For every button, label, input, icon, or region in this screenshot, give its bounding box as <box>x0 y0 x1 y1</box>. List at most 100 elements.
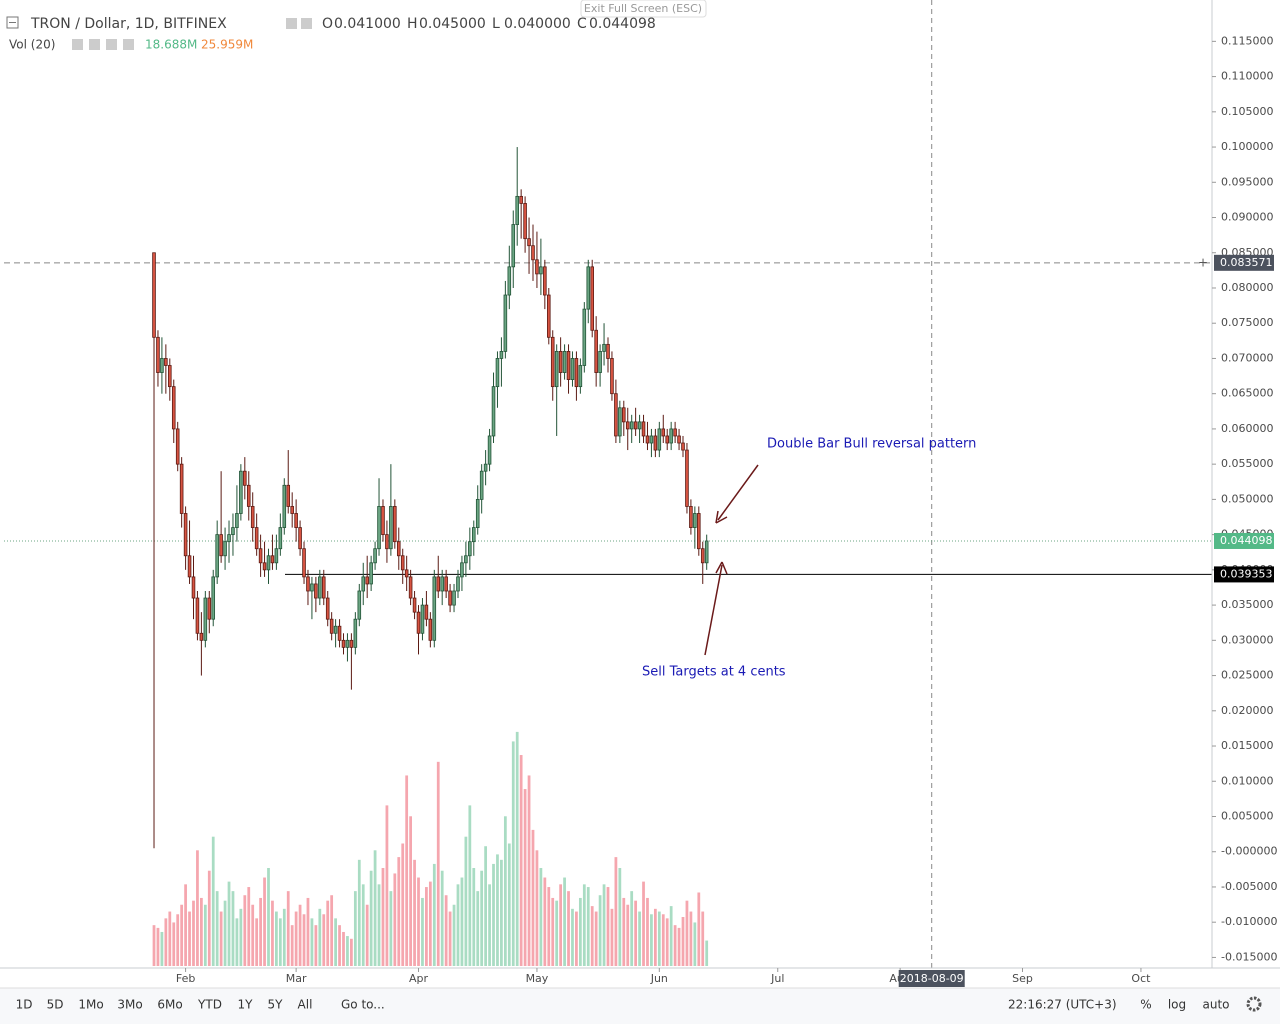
candle-body <box>262 562 267 571</box>
volume-bar <box>507 843 511 966</box>
candle-body <box>487 435 492 465</box>
y-tick-label: 0.065000 <box>1221 387 1274 400</box>
volume-bar <box>606 887 610 966</box>
volume-bar <box>460 877 464 966</box>
candle-body <box>452 590 456 606</box>
candle-body <box>511 224 516 268</box>
candle-body <box>570 358 575 380</box>
candles <box>152 147 709 849</box>
scale-option[interactable]: auto <box>1202 998 1229 1012</box>
candle-body <box>278 527 283 550</box>
range-button[interactable]: 5D <box>47 998 64 1012</box>
volume-bar <box>689 911 693 966</box>
annotation: Double Bar Bull reversal pattern <box>767 437 976 452</box>
candle-body <box>673 428 677 437</box>
candle-body <box>175 428 180 465</box>
settings-gear[interactable] <box>1246 996 1262 1012</box>
candle-body <box>693 513 697 528</box>
range-button[interactable]: 6Mo <box>157 998 182 1012</box>
volume-bar <box>271 900 274 966</box>
candle-body <box>246 484 251 507</box>
volume-bar <box>496 854 499 966</box>
goto-button[interactable]: Go to... <box>341 998 385 1012</box>
ohlc-values: O 0.041000 H 0.045000 L 0.040000 C 0.044098 <box>322 16 656 32</box>
candle-body <box>515 195 519 225</box>
volume-bar <box>456 884 460 966</box>
candle-body <box>286 484 291 507</box>
vol-icon[interactable] <box>72 39 83 50</box>
annotations: Double Bar Bull reversal pattern Sell Ta… <box>642 437 976 680</box>
symbol-title: TRON / Dollar, 1D, BITFINEX <box>30 16 227 32</box>
ohlc-key: C <box>577 16 587 32</box>
volume-bar <box>350 938 353 966</box>
candle-body <box>519 195 523 204</box>
candle-body <box>574 358 579 388</box>
candle-body <box>669 428 673 444</box>
candle-body <box>385 534 389 550</box>
range-button[interactable]: 5Y <box>268 998 284 1012</box>
scale-option[interactable]: % <box>1140 998 1151 1012</box>
candle-body <box>179 463 184 514</box>
range-button[interactable]: YTD <box>197 998 222 1012</box>
candle-body <box>199 632 204 641</box>
volume-bar <box>357 859 361 966</box>
volume-bar <box>298 904 302 966</box>
candle-body <box>629 421 634 430</box>
volume-bar <box>476 891 480 966</box>
candle-body <box>171 386 176 430</box>
exit-fullscreen[interactable] <box>580 0 707 18</box>
candle-body <box>582 308 587 366</box>
x-tick-label: Oct <box>1131 972 1151 985</box>
range-button[interactable]: All <box>298 998 313 1012</box>
ohlc-key: O <box>322 16 333 32</box>
settings-icon[interactable] <box>301 18 312 29</box>
collapse-icon[interactable] <box>6 16 19 29</box>
volume-bar <box>290 925 294 966</box>
vol-icon[interactable] <box>89 39 100 50</box>
volume-bar <box>598 895 602 966</box>
range-button[interactable]: 1D <box>16 998 33 1012</box>
volume-bar <box>634 900 638 966</box>
y-tick-label: 0.105000 <box>1221 105 1274 118</box>
volume-bar <box>192 900 195 966</box>
volume-bar <box>638 911 641 966</box>
volume-bar <box>172 922 176 966</box>
candle-body <box>448 590 452 606</box>
candle-body <box>649 435 654 444</box>
volume-bar <box>243 895 247 966</box>
candle-body <box>483 463 488 472</box>
volume-bar <box>203 904 207 966</box>
candle-body <box>393 506 397 543</box>
vol-ma-value: 25.959M <box>201 38 253 52</box>
candle-body <box>195 597 200 634</box>
volume-bar <box>334 918 337 966</box>
volume-bar <box>515 731 519 966</box>
volume-bar <box>571 908 574 966</box>
scale-option[interactable]: log <box>1168 998 1186 1012</box>
y-tick-label: 0.115000 <box>1221 34 1274 47</box>
volume-bar <box>650 914 653 966</box>
volume-bar <box>381 868 385 966</box>
settings-icon[interactable] <box>286 18 297 29</box>
volume-bar <box>200 897 203 966</box>
candle-body <box>187 555 192 578</box>
arrow <box>717 464 759 521</box>
volume-bar <box>338 925 341 966</box>
range-button[interactable]: 1Y <box>238 998 254 1012</box>
vol-icon[interactable] <box>123 39 134 50</box>
y-tick-label: 0.015000 <box>1221 739 1274 752</box>
candle-body <box>168 365 172 388</box>
range-button[interactable]: 3Mo <box>117 998 142 1012</box>
volume-bar <box>452 904 456 966</box>
candle-body <box>274 548 279 564</box>
candle-body <box>641 421 646 437</box>
volume-bar <box>342 931 345 966</box>
candle-body <box>610 358 614 395</box>
candle-body <box>602 343 606 352</box>
candle-body <box>333 625 338 634</box>
candle-body <box>160 358 164 373</box>
volume-bar <box>310 918 314 966</box>
vol-icon[interactable] <box>106 39 117 50</box>
volume-bar <box>527 775 531 966</box>
range-button[interactable]: 1Mo <box>78 998 103 1012</box>
